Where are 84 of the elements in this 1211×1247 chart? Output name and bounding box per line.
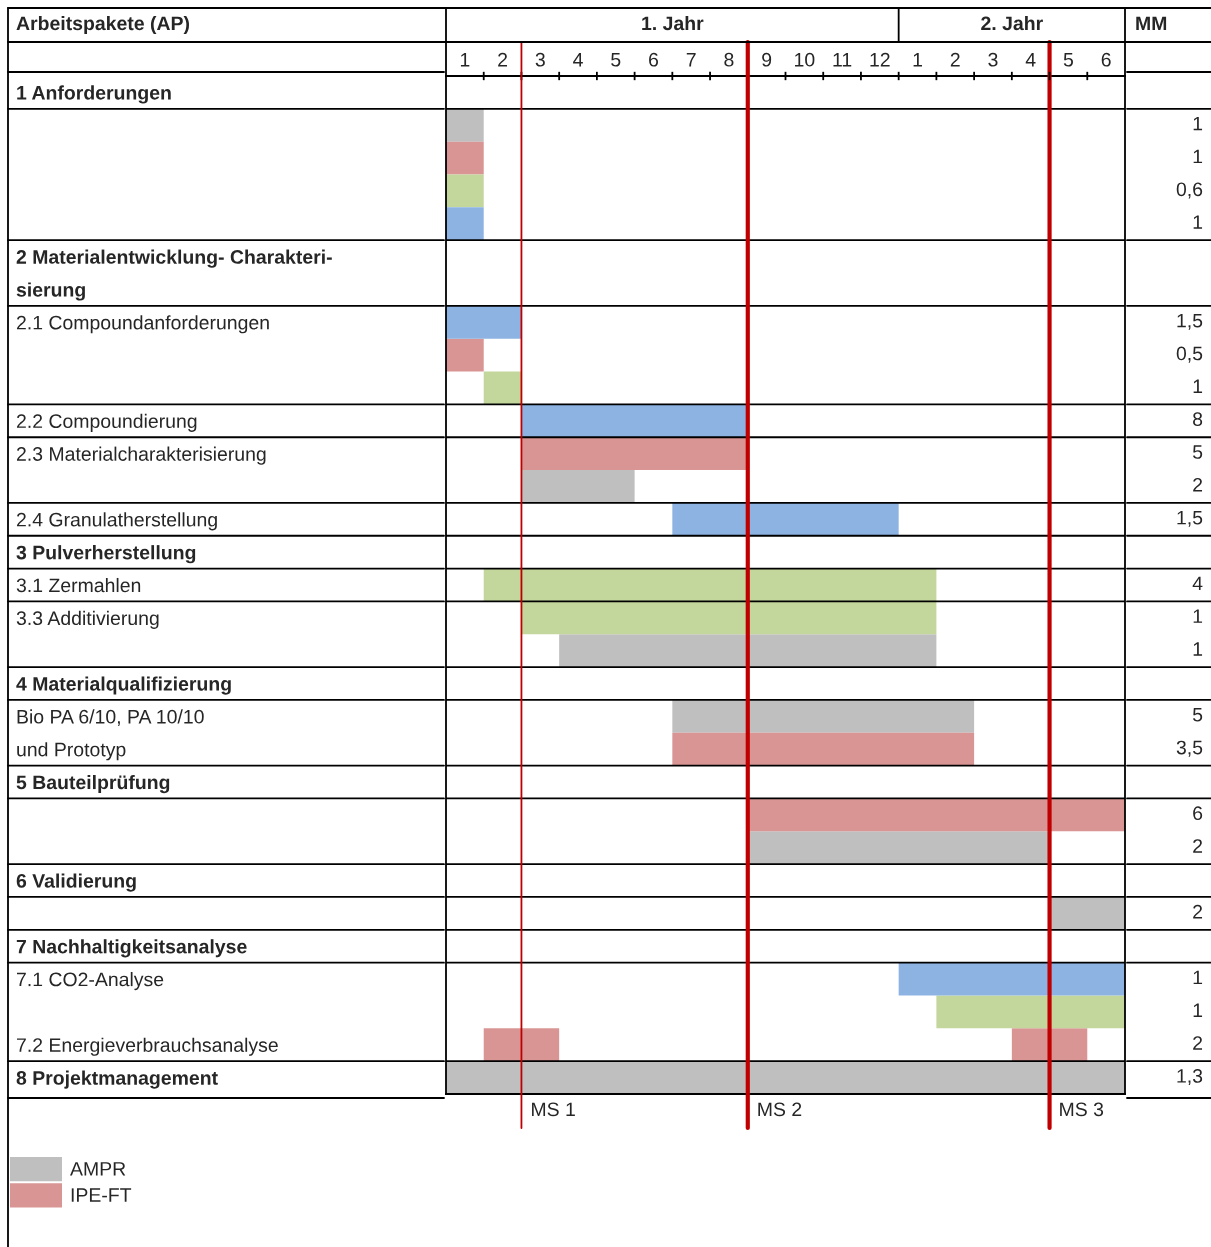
x-tick-label: 12 bbox=[870, 52, 890, 67]
data-label: 1 bbox=[1193, 215, 1203, 229]
bar bbox=[521, 437, 748, 471]
data-label: 1,5 bbox=[1177, 313, 1203, 330]
text: 1. Jahr bbox=[642, 15, 704, 31]
bar bbox=[747, 798, 1125, 832]
bar bbox=[521, 404, 748, 438]
y-tick-label: 3 Pulverherstellung bbox=[16, 545, 196, 564]
y-tick-label: 4 Materialqualifizierung bbox=[16, 676, 231, 695]
bar bbox=[672, 502, 899, 536]
x-tick-label: 4 bbox=[573, 53, 583, 67]
x-tick-label: 7 bbox=[686, 53, 696, 67]
x-tick-label: 5 bbox=[611, 53, 621, 67]
data-label: 0,5 bbox=[1176, 346, 1203, 363]
x-tick-label: 6 bbox=[649, 52, 659, 67]
data-label: 1 bbox=[1193, 149, 1203, 164]
ref-line-label: MS 2 bbox=[758, 1102, 802, 1117]
data-label: 2 bbox=[1193, 477, 1203, 492]
data-label: 2 bbox=[1193, 904, 1203, 919]
legend-label: AMPR bbox=[70, 1162, 126, 1176]
bar bbox=[483, 371, 522, 405]
data-label: 1 bbox=[1193, 609, 1203, 623]
data-label: 0,6 bbox=[1176, 182, 1203, 199]
x-tick-label: 11 bbox=[833, 53, 852, 67]
data-label: 1 bbox=[1193, 970, 1203, 985]
data-label: 2 bbox=[1193, 1036, 1203, 1050]
bar bbox=[446, 174, 484, 208]
bar bbox=[446, 305, 522, 339]
y-tick-label: 2.1 Compoundanforderungen bbox=[16, 315, 269, 334]
ref-line-label: MS 3 bbox=[1060, 1102, 1104, 1117]
data-label: 1,5 bbox=[1177, 510, 1203, 527]
y-tick-label: 5 Bauteilprüfung bbox=[16, 774, 170, 794]
x-tick-label: 9 bbox=[762, 52, 772, 67]
bar bbox=[747, 831, 1050, 865]
data-label: 5 bbox=[1192, 445, 1203, 459]
bar bbox=[1049, 896, 1125, 930]
y-tick-label: 8 Projektmanagement bbox=[16, 1070, 218, 1089]
y-tick-label: 7 Nachhaltigkeitsanalyse bbox=[16, 939, 247, 958]
data-label: 1 bbox=[1193, 642, 1203, 656]
y-tick-label: Bio PA 6/10, PA 10/10 bbox=[17, 709, 204, 726]
data-label: 2 bbox=[1193, 839, 1203, 853]
data-label: 1 bbox=[1193, 116, 1203, 131]
bar bbox=[446, 141, 484, 175]
data-label: 4 bbox=[1192, 576, 1203, 591]
ref-line-label: MS 1 bbox=[532, 1102, 575, 1117]
bar bbox=[521, 470, 635, 503]
y-tick-label: 1 Anforderungen bbox=[17, 85, 171, 104]
y-tick-label: 2.2 Compoundierung bbox=[16, 413, 197, 432]
bar bbox=[898, 962, 1125, 996]
data-label: 5 bbox=[1192, 708, 1203, 722]
y-tick-label: 7.2 Energieverbrauchsanalyse bbox=[17, 1037, 278, 1056]
data-label: 6 bbox=[1193, 806, 1203, 821]
y-tick-label: und Prototyp bbox=[17, 742, 126, 761]
y-tick-label: 2 Materialentwicklung- Charakteri- bbox=[16, 249, 332, 268]
y-tick-label: 2.4 Granulatherstellung bbox=[16, 512, 217, 531]
bar bbox=[672, 699, 975, 733]
bar bbox=[672, 732, 975, 766]
text: MM bbox=[1136, 16, 1167, 31]
x-tick-label: 8 bbox=[724, 52, 734, 67]
bar bbox=[446, 207, 484, 241]
bar bbox=[483, 1028, 560, 1062]
data-label: 3,5 bbox=[1176, 740, 1203, 757]
y-tick-label: sierung bbox=[16, 282, 85, 301]
bar bbox=[559, 634, 937, 668]
y-tick-label: 3.3 Additivierung bbox=[16, 610, 159, 629]
legend-label: IPE-FT bbox=[71, 1188, 132, 1202]
text: 2. Jahr bbox=[981, 15, 1043, 31]
x-tick-label: 1 bbox=[460, 53, 470, 67]
data-label: 1 bbox=[1193, 379, 1203, 393]
data-label: 1,3 bbox=[1177, 1069, 1203, 1086]
bar bbox=[936, 995, 1125, 1029]
y-tick-label: 2.3 Materialcharakterisierung bbox=[16, 446, 266, 465]
y-tick-label: 6 Validierung bbox=[16, 873, 136, 892]
data-label: 8 bbox=[1193, 412, 1203, 427]
y-tick-label: 3.1 Zermahlen bbox=[16, 577, 141, 593]
data-label: 1 bbox=[1193, 1003, 1203, 1017]
x-tick-label: 3 bbox=[535, 52, 545, 67]
bar bbox=[446, 338, 484, 372]
y-tick-label: 7.1 CO2-Analyse bbox=[17, 972, 164, 991]
bar bbox=[446, 108, 484, 142]
x-tick-label: 2 bbox=[498, 52, 508, 67]
x-tick-label: 10 bbox=[795, 52, 815, 67]
bar bbox=[1011, 1028, 1088, 1062]
y-axis-title: Arbeitspakete (AP) bbox=[16, 15, 189, 35]
